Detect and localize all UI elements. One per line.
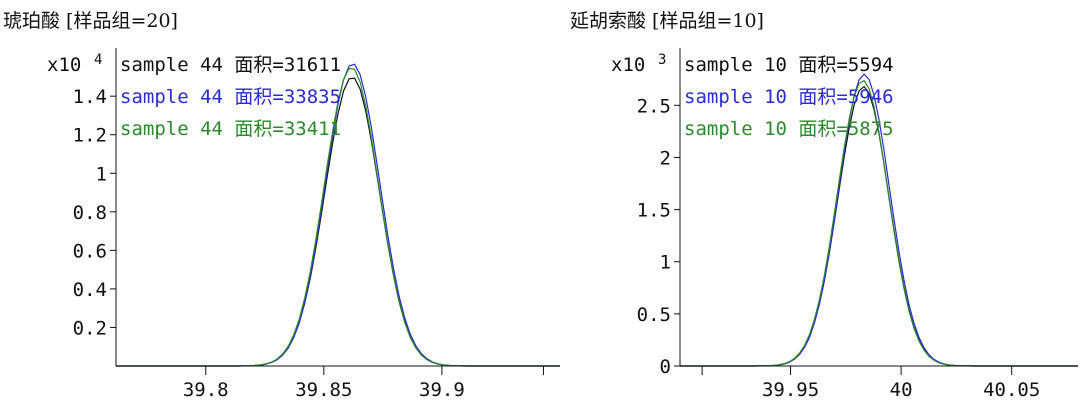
chart-2-title: 延胡索酸 [样品组=10] [570,10,764,32]
legend-entry-2: sample 44 面积=33835 [120,86,341,108]
chart-1-y-exponent: 4 [94,52,102,68]
y-tick-label: 2.5 [637,95,671,117]
legend-entry-1: sample 10 面积=5594 [684,54,894,76]
x-tick-label: 39.85 [295,379,352,401]
chart-1-y-multiplier: x10 [47,54,81,76]
chart-1-y-axis: 0.2 0.4 0.6 0.8 1 1.2 1.4 [73,86,116,339]
x-tick-label: 39.9 [419,379,465,401]
chart-panel-1: 琥珀酸 [样品组=20] x10 4 0.2 0.4 0.6 0.8 1 1.2 1.4 3… [3,10,560,401]
chart-2-legend: sample 10 面积=5594 sample 10 面积=5946 sample… [684,54,894,140]
x-tick-label: 39.8 [183,379,229,401]
chart-panel-2: 延胡索酸 [样品组=10] x10 3 0 0.5 1 1.5 2 2.5 39.95 40… [570,10,1078,401]
y-tick-label: 0.4 [73,279,107,301]
x-tick-label: 40.05 [983,379,1040,401]
series-line-2 [116,63,560,367]
y-tick-label: 1.5 [637,200,671,222]
chart-2-y-multiplier: x10 [611,54,645,76]
x-tick-label: 39.95 [762,379,819,401]
y-tick-label: 0.6 [73,240,107,262]
chart-1-legend: sample 44 面积=31611 sample 44 面积=33835 samp… [120,54,341,140]
x-tick-label: 40 [890,379,913,401]
y-tick-label: 0 [660,356,671,378]
chart-2-y-exponent: 3 [658,52,666,68]
chart-1-title: 琥珀酸 [样品组=20] [3,10,178,32]
chart-2-y-axis: 0 0.5 1 1.5 2 2.5 [637,95,680,378]
y-tick-label: 0.2 [73,317,107,339]
y-tick-label: 0.5 [637,304,671,326]
legend-entry-3: sample 10 面积=5875 [684,118,894,140]
chart-1-series [116,63,560,367]
chart-2-x-axis: 39.95 40 40.05 [701,366,1040,401]
y-tick-label: 0.8 [73,202,107,224]
legend-entry-1: sample 44 面积=31611 [120,54,341,76]
y-tick-label: 1.2 [73,125,107,147]
chart-1-x-axis: 39.8 39.85 39.9 [183,366,544,401]
y-tick-label: 1 [660,252,671,274]
y-tick-label: 2 [660,147,671,169]
legend-entry-3: sample 44 面积=33411 [120,118,341,140]
y-tick-label: 1 [96,163,107,185]
y-tick-label: 1.4 [73,86,107,108]
legend-entry-2: sample 10 面积=5946 [684,86,894,108]
